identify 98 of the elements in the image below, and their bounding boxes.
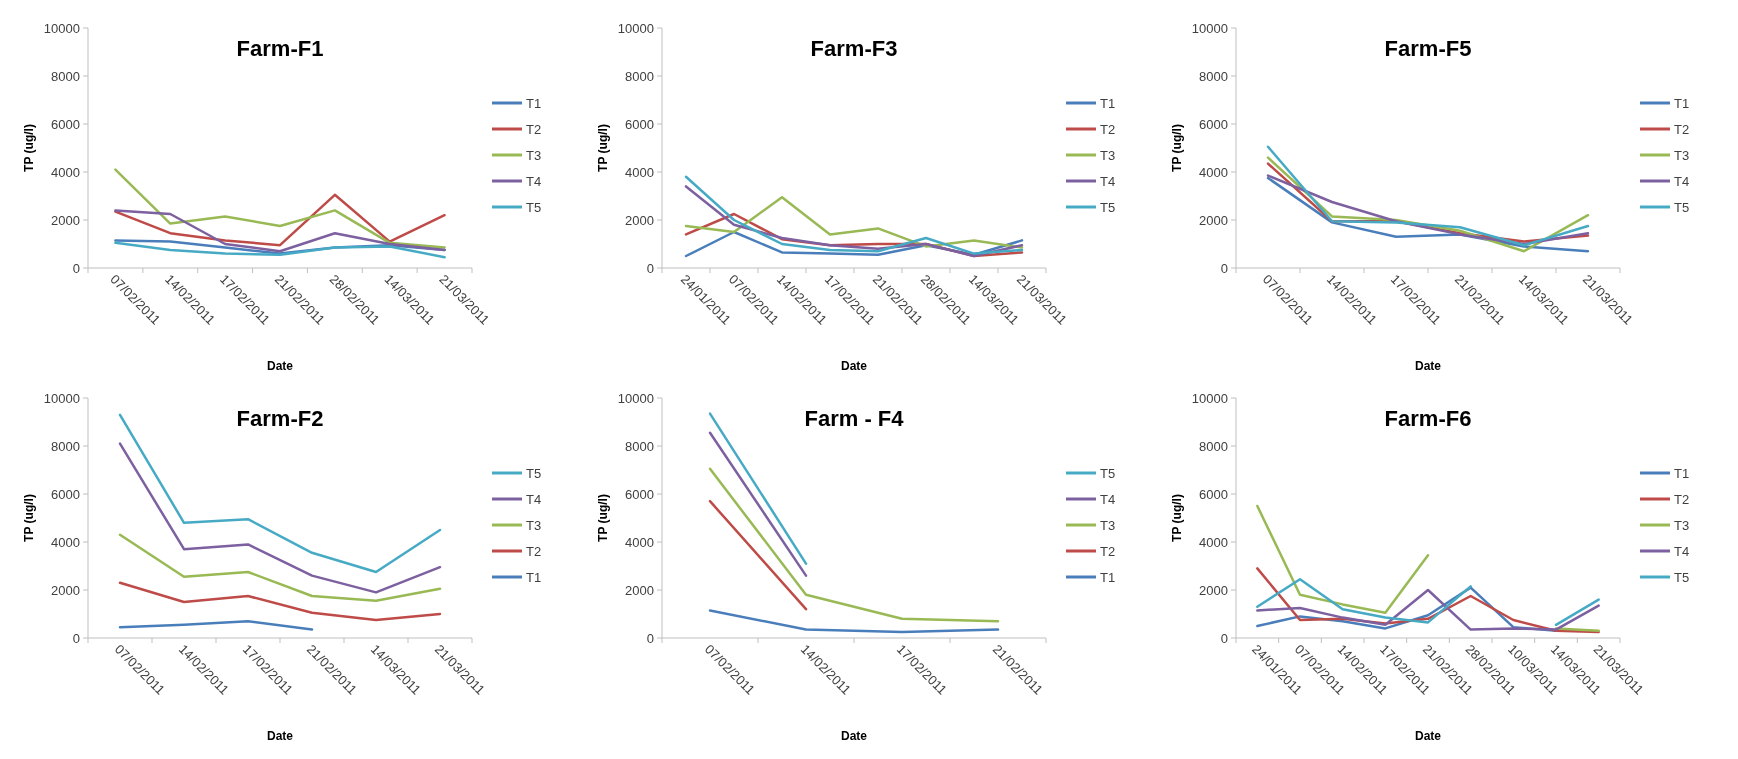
y-tick-label: 4000 <box>625 534 654 550</box>
line-series <box>118 533 442 603</box>
y-tick-label: 2000 <box>1199 212 1228 228</box>
y-tick-label: 6000 <box>1199 486 1228 502</box>
y-tick-label: 6000 <box>1199 116 1228 132</box>
y-tick-label: 6000 <box>51 116 80 132</box>
line-series <box>708 467 1000 623</box>
chart-title: Farm-F5 <box>1384 36 1472 61</box>
y-axis-title: TP (ug/l) <box>22 124 36 172</box>
y-axis-title: TP (ug/l) <box>596 124 610 172</box>
y-tick-label: 10000 <box>1191 20 1228 36</box>
y-tick-label: 4000 <box>1199 164 1228 180</box>
y-tick-label: 8000 <box>51 68 80 84</box>
line-series <box>684 195 1024 249</box>
y-axis-title: TP (ug/l) <box>22 494 36 542</box>
line-series <box>1266 145 1590 247</box>
line-series <box>114 241 446 259</box>
y-tick-label: 10000 <box>1191 390 1228 406</box>
y-tick-label: 4000 <box>51 534 80 550</box>
legend-label: T5 <box>1100 465 1116 481</box>
y-tick-label: 0 <box>72 630 80 646</box>
y-axis-title: TP (ug/l) <box>1170 494 1184 542</box>
y-tick-label: 4000 <box>1199 534 1228 550</box>
chart-title: Farm-F6 <box>1384 406 1472 431</box>
y-tick-label: 8000 <box>625 438 654 454</box>
chart-title: Farm-F2 <box>236 406 324 431</box>
legend-label: T1 <box>526 569 542 585</box>
legend-label: T3 <box>1674 517 1690 533</box>
line-series <box>118 413 442 574</box>
y-tick-label: 0 <box>646 630 654 646</box>
y-tick-label: 2000 <box>51 212 80 228</box>
y-tick-label: 4000 <box>51 164 80 180</box>
x-axis-title: Date <box>840 359 868 373</box>
chart-title: Farm-F3 <box>810 36 898 61</box>
legend-label: T4 <box>1674 543 1690 559</box>
legend-label: T5 <box>1674 199 1690 215</box>
legend-label: T5 <box>526 199 542 215</box>
legend-label: T2 <box>1100 121 1116 137</box>
legend-label: T4 <box>1674 173 1690 189</box>
y-tick-label: 2000 <box>625 212 654 228</box>
legend-label: T5 <box>1100 199 1116 215</box>
y-tick-label: 8000 <box>625 68 654 84</box>
y-axis-title: TP (ug/l) <box>1170 124 1184 172</box>
chart-title: Farm - F4 <box>804 406 905 431</box>
y-tick-label: 0 <box>646 260 654 276</box>
legend-label: T4 <box>1100 173 1116 189</box>
x-axis-title: Date <box>1414 359 1442 373</box>
legend-label: T3 <box>526 517 542 533</box>
y-tick-label: 10000 <box>43 390 80 406</box>
x-axis-title: Date <box>1414 729 1442 743</box>
x-axis-title: Date <box>266 359 294 373</box>
legend-label: T3 <box>1100 147 1116 163</box>
line-series <box>118 442 442 594</box>
legend-label: T1 <box>1674 95 1690 111</box>
y-tick-label: 8000 <box>51 438 80 454</box>
legend-label: T2 <box>526 121 542 137</box>
legend-label: T3 <box>1674 147 1690 163</box>
legend-label: T5 <box>1674 569 1690 585</box>
x-axis-title: Date <box>266 729 294 743</box>
legend-label: T5 <box>526 465 542 481</box>
legend-label: T2 <box>1674 121 1690 137</box>
line-series <box>1256 588 1600 631</box>
legend-label: T2 <box>1674 491 1690 507</box>
legend-label: T1 <box>526 95 542 111</box>
y-tick-label: 2000 <box>1199 582 1228 598</box>
y-tick-label: 2000 <box>625 582 654 598</box>
y-tick-label: 8000 <box>1199 68 1228 84</box>
line-series <box>114 168 446 249</box>
y-tick-label: 6000 <box>625 116 654 132</box>
y-tick-label: 10000 <box>617 20 654 36</box>
y-tick-label: 10000 <box>43 20 80 36</box>
line-series <box>118 581 442 622</box>
legend-label: T1 <box>1100 569 1116 585</box>
legend-label: T4 <box>1100 491 1116 507</box>
line-series <box>114 193 446 247</box>
legend-label: T3 <box>1100 517 1116 533</box>
legend-label: T3 <box>526 147 542 163</box>
y-tick-label: 4000 <box>625 164 654 180</box>
legend-label: T4 <box>526 491 542 507</box>
legend-label: T1 <box>1100 95 1116 111</box>
legend-label: T1 <box>1674 465 1690 481</box>
legend-label: T2 <box>526 543 542 559</box>
y-tick-label: 6000 <box>51 486 80 502</box>
line-series <box>114 209 446 253</box>
y-tick-label: 2000 <box>51 582 80 598</box>
y-axis-title: TP (ug/l) <box>596 494 610 542</box>
legend-label: T2 <box>1100 543 1116 559</box>
y-tick-label: 10000 <box>617 390 654 406</box>
line-series <box>118 619 314 631</box>
y-tick-label: 0 <box>1220 260 1228 276</box>
legend-label: T4 <box>526 173 542 189</box>
x-axis-title: Date <box>840 729 868 743</box>
y-tick-label: 6000 <box>625 486 654 502</box>
y-tick-label: 0 <box>72 260 80 276</box>
y-tick-label: 8000 <box>1199 438 1228 454</box>
chart-title: Farm-F1 <box>236 36 324 61</box>
y-tick-label: 0 <box>1220 630 1228 646</box>
line-series <box>684 175 1024 255</box>
